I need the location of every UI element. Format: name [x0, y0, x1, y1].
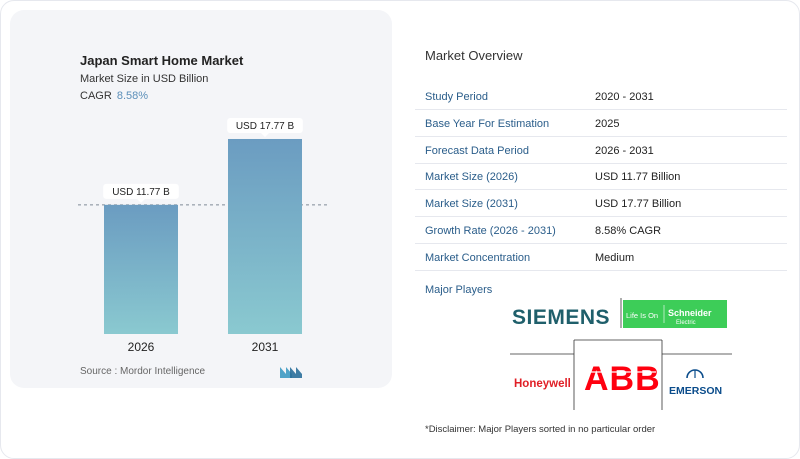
overview-row: Base Year For Estimation 2025 — [415, 111, 787, 137]
svg-text:SIEMENS: SIEMENS — [512, 306, 610, 329]
emerson-logo: EMERSON — [669, 369, 722, 397]
svg-text:Honeywell: Honeywell — [514, 378, 571, 390]
cagr-line: CAGR 8.58% — [80, 90, 148, 102]
player-logos: SIEMENS Life Is On Schneider Electric Ho… — [510, 298, 732, 410]
overview-row: Market Size (2026) USD 11.77 Billion — [415, 164, 787, 190]
bar — [104, 204, 178, 334]
data-label-pointer — [261, 132, 269, 137]
svg-text:Life Is On: Life Is On — [626, 311, 658, 320]
overview-value: Medium — [595, 252, 635, 264]
data-label: USD 17.77 B — [236, 121, 295, 132]
chart-card — [10, 10, 392, 388]
siemens-logo: SIEMENS — [512, 306, 610, 329]
data-label-pointer — [137, 198, 145, 203]
overview-title: Market Overview — [425, 48, 523, 63]
overview-value: USD 17.77 Billion — [595, 198, 682, 210]
cagr-label: CAGR — [80, 90, 112, 102]
cagr-value: 8.58% — [116, 90, 149, 102]
overview-label: Market Size (2031) — [425, 198, 518, 210]
disclaimer-text: *Disclaimer: Major Players sorted in no … — [425, 424, 656, 435]
source-text: Source : Mordor Intelligence — [80, 366, 206, 377]
svg-text:EMERSON: EMERSON — [669, 385, 722, 397]
overview-value: 2026 - 2031 — [595, 145, 654, 157]
bar-chart: USD 11.77 B 2026 USD 17.77 B 2031 — [78, 117, 328, 354]
schneider-electric-logo: Life Is On Schneider Electric — [623, 300, 727, 328]
major-players-title: Major Players — [425, 284, 493, 296]
overview-row: Market Concentration Medium — [415, 245, 787, 271]
svg-text:Schneider: Schneider — [668, 308, 712, 318]
overview-label: Base Year For Estimation — [425, 118, 550, 130]
overview-value: 2025 — [595, 118, 620, 130]
data-label-box — [227, 117, 303, 133]
data-label-box — [103, 183, 179, 199]
overview-label: Study Period — [425, 91, 488, 103]
overview-label: Forecast Data Period — [425, 145, 529, 157]
overview-value: USD 11.77 Billion — [595, 171, 681, 183]
x-tick-label: 2031 — [252, 340, 279, 354]
abb-logo: ABB — [582, 360, 661, 398]
x-tick-label: 2026 — [128, 340, 155, 354]
overview-label: Market Size (2026) — [425, 171, 518, 183]
overview-row: Market Size (2031) USD 17.77 Billion — [415, 191, 787, 217]
mordor-intelligence-logo — [280, 367, 302, 378]
overview-label: Growth Rate (2026 - 2031) — [425, 225, 556, 237]
chart-title: Japan Smart Home Market — [80, 53, 244, 68]
data-label: USD 11.77 B — [112, 187, 170, 198]
chart-subtitle: Market Size in USD Billion — [80, 73, 209, 85]
overview-row: Study Period 2020 - 2031 — [415, 84, 787, 110]
overview-row: Growth Rate (2026 - 2031) 8.58% CAGR — [415, 218, 787, 244]
bar — [228, 138, 302, 334]
svg-text:Electric: Electric — [676, 320, 696, 326]
overview-value: 2020 - 2031 — [595, 91, 654, 103]
honeywell-logo: Honeywell — [514, 378, 571, 390]
overview-row: Forecast Data Period 2026 - 2031 — [415, 138, 787, 164]
overview-label: Market Concentration — [425, 252, 531, 264]
svg-text:ABB: ABB — [584, 360, 661, 398]
overview-value: 8.58% CAGR — [595, 225, 662, 237]
